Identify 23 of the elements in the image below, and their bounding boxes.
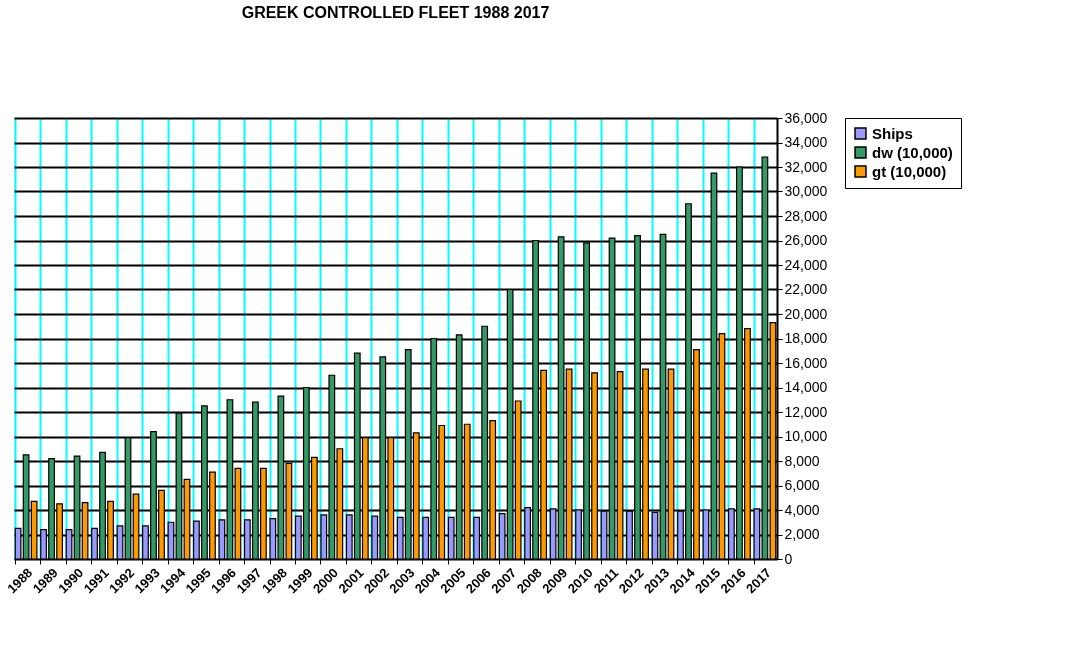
legend-label: dw (10,000)	[872, 143, 953, 161]
y-tick-label: 14,000	[784, 379, 828, 395]
chart-title: GREEK CONTROLLED FLEET 1988 2017	[241, 4, 550, 21]
y-tick-label: 2,000	[784, 526, 820, 542]
y-tick-label: 20,000	[784, 305, 828, 322]
y-tick-label: 18,000	[784, 330, 828, 346]
legend-label: Ships	[872, 124, 913, 142]
y-tick-label: 24,000	[784, 256, 828, 273]
legend-label: gt (10,000)	[872, 162, 947, 180]
y-tick-label: 10,000	[784, 428, 828, 444]
y-tick-label: 34,000	[784, 134, 828, 150]
y-tick-label: 0	[784, 550, 793, 567]
y-tick-label: 16,000	[784, 354, 828, 371]
y-tick-label: 26,000	[784, 232, 828, 248]
y-tick-label: 36,000	[784, 109, 828, 126]
y-tick-label: 4,000	[784, 501, 820, 518]
y-tick-label: 30,000	[784, 183, 828, 199]
y-tick-label: 8,000	[784, 452, 820, 469]
y-tick-label: 12,000	[784, 403, 828, 420]
y-tick-label: 32,000	[784, 158, 828, 175]
y-tick-label: 28,000	[784, 207, 828, 224]
y-tick-label: 6,000	[784, 477, 820, 493]
y-tick-label: 22,000	[784, 281, 828, 297]
